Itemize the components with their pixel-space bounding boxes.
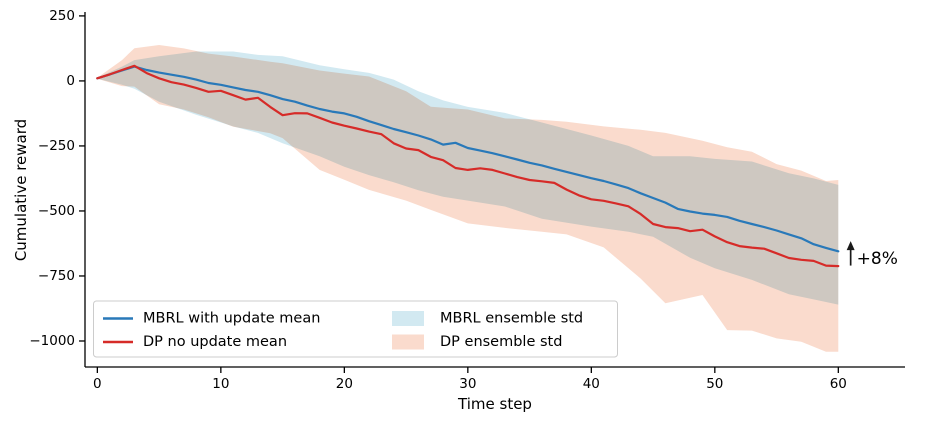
x-axis-label: Time step (457, 395, 532, 413)
y-tick-label: 0 (66, 73, 75, 89)
y-tick-label: −750 (38, 268, 75, 284)
mbrl-with-update-mean-line (96, 65, 840, 253)
legend: MBRL with update mean MBRL ensemble std DP… (93, 300, 618, 358)
x-tick-label: 60 (830, 376, 847, 392)
lines-layer (96, 64, 840, 268)
x-tick-label: 10 (212, 376, 229, 392)
mbrl-ensemble-std-legend-swatch (392, 311, 424, 326)
axes-layer: 0 10 20 30 40 50 60 250 0 −250 −500 −750 −1000 (29, 8, 905, 392)
y-tick-label: −250 (38, 138, 75, 154)
legend-item-mbrl-with-update-mean: MBRL with update mean (103, 311, 320, 327)
y-tick-label: −1000 (29, 333, 75, 349)
legend-label: MBRL with update mean (143, 311, 320, 327)
legend-label: DP no update mean (143, 334, 287, 350)
legend-label: DP ensemble std (440, 334, 562, 350)
annotation-text: +8% (857, 249, 898, 269)
x-tick-label: 40 (583, 376, 600, 392)
up-arrow-head-icon (846, 241, 855, 251)
x-tick-label: 20 (336, 376, 353, 392)
x-tick-label: 50 (706, 376, 723, 392)
legend-item-dp-no-update-mean: DP no update mean (103, 334, 287, 350)
y-tick-label: −500 (38, 203, 75, 219)
dp-ensemble-std-legend-swatch (392, 334, 424, 350)
x-tick-label: 30 (459, 376, 476, 392)
y-axis-label: Cumulative reward (12, 119, 30, 261)
mbrl-ensemble-std-band (97, 51, 839, 305)
dp-no-update-mean-line (96, 64, 840, 268)
x-tick-label: 0 (93, 376, 102, 392)
annotation: +8% (846, 241, 898, 269)
legend-item-dp-ensemble-std: DP ensemble std (392, 334, 562, 350)
legend-frame (93, 300, 618, 358)
y-tick-label: 250 (49, 8, 75, 24)
legend-item-mbrl-ensemble-std: MBRL ensemble std (392, 311, 583, 327)
legend-label: MBRL ensemble std (440, 311, 583, 327)
